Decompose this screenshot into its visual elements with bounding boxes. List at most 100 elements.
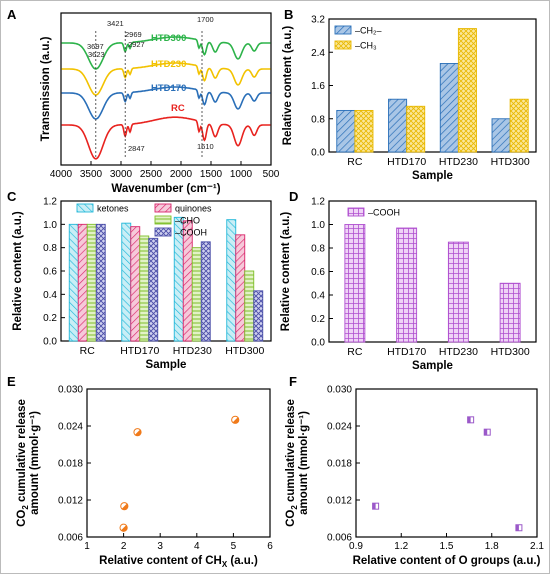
panel-e-point-fill	[134, 429, 142, 436]
panel-b-ytick-label: 1.6	[311, 81, 325, 92]
panel-c-legend-swatch	[154, 227, 172, 237]
panel-b-xtick-label: HTD170	[387, 156, 426, 168]
panel-b-xtick-label: HTD230	[439, 156, 478, 168]
panel-d-ytick-label: 0.0	[311, 338, 325, 349]
panel-b-bar	[336, 109, 356, 153]
panel-a-peak-annotation: 3421	[107, 19, 124, 28]
panel-a-series-htd230	[61, 62, 271, 96]
panel-d-ytick-label: 0.2	[311, 314, 325, 325]
panel-f-xtick-label: 1.8	[485, 541, 499, 552]
panel-c-ytick-label: 0.4	[43, 290, 57, 301]
panel-f-xtick-label: 2.1	[530, 541, 544, 552]
panel-c-legend-swatch	[154, 215, 172, 225]
panel-e-ylabel-line2: amount (mmol·g⁻¹)	[29, 411, 41, 515]
panel-c-bar	[121, 222, 132, 342]
panel-c-legend-label: –CHO	[175, 216, 200, 226]
panel-a-xlabel: Wavenumber (cm⁻¹)	[111, 183, 220, 195]
panel-b-legend-label: –CH₂–	[355, 26, 382, 36]
panel-a-ylabel: Transmission (a.u.)	[40, 36, 52, 141]
panel-label-F: F	[289, 374, 297, 389]
panel-b-bar	[491, 118, 511, 153]
panel-a-peak-annotation: 3697	[87, 42, 104, 51]
panel-e-point-fill	[121, 525, 128, 532]
panel-c-xtick-label: HTD230	[173, 345, 212, 357]
panel-b-xtick-label: RC	[347, 156, 363, 168]
panel-f-point-fill	[467, 416, 471, 423]
panel-c-bar	[244, 270, 255, 342]
panel-b-xtick-label: HTD300	[491, 156, 530, 168]
panel-c-bar	[253, 290, 264, 342]
panel-c-ytick-label: 0.8	[43, 243, 57, 254]
panel-c-xtick-label: RC	[80, 345, 96, 357]
panel-a-peak-annotation: 1610	[197, 142, 214, 151]
panel-a-series-label-htd170: HTD170	[151, 83, 186, 94]
panel-e-ytick-label: 0.018	[58, 459, 83, 470]
panel-b-ytick-label: 0.0	[311, 148, 325, 159]
panel-d-ytick-label: 0.4	[311, 291, 325, 302]
panel-e-point-fill	[121, 503, 128, 510]
panel-d-ytick-label: 0.8	[311, 244, 325, 255]
panel-a-xtick-label: 1500	[200, 169, 223, 180]
panel-b-legend-swatch	[334, 40, 352, 50]
panel-d-ytick-label: 0.6	[311, 267, 325, 278]
panel-a-peak-annotation: 3623	[88, 50, 105, 59]
panel-c-legend-label: –COOH	[175, 228, 207, 238]
panel-d-ytick-label: 1.2	[311, 197, 325, 208]
panel-a-xtick-label: 500	[263, 169, 280, 180]
panel-b-ytick-label: 0.8	[311, 114, 325, 125]
panel-b-legend-label: –CH₃	[355, 41, 377, 51]
panel-e-ytick-label: 0.024	[58, 422, 83, 433]
panel-f-xtick-label: 1.2	[394, 541, 408, 552]
panel-label-D: D	[289, 189, 298, 204]
panel-a-peak-annotation: 2847	[128, 144, 145, 153]
panel-d-xtick-label: HTD230	[439, 346, 478, 358]
panel-e-xtick-label: 3	[157, 541, 163, 552]
panel-f-ytick-label: 0.018	[327, 459, 352, 470]
panel-f-ytick-label: 0.012	[327, 496, 352, 507]
panel-b-ylabel: Relative content (a.u.)	[282, 26, 294, 146]
panel-a-xtick-label: 2500	[140, 169, 163, 180]
panel-a-xtick-label: 1000	[230, 169, 253, 180]
panel-d-ylabel: Relative content (a.u.)	[280, 212, 292, 332]
panel-label-E: E	[7, 374, 16, 389]
panel-e-ytick-label: 0.006	[58, 533, 83, 544]
panel-d-legend-label: –COOH	[368, 208, 400, 218]
panel-a-xtick-label: 4000	[50, 169, 73, 180]
panel-f-plot-frame	[355, 388, 538, 538]
panel-c-ytick-label: 1.0	[43, 220, 57, 231]
panel-f-point-fill	[515, 524, 519, 531]
panel-a-xtick-label: 3000	[110, 169, 133, 180]
panel-a-series-rc	[61, 116, 271, 160]
panel-d-bar	[499, 282, 521, 343]
panel-c-ytick-label: 0.6	[43, 267, 57, 278]
panel-label-A: A	[7, 7, 17, 22]
panel-b-bar	[509, 98, 529, 153]
panel-d-ytick-label: 1.0	[311, 220, 325, 231]
panel-e-xtick-label: 5	[231, 541, 237, 552]
panel-e-xtick-label: 4	[194, 541, 200, 552]
panel-e-ylabel-line1: CO2 cumulative release	[16, 399, 30, 527]
panel-c-bar	[148, 237, 159, 342]
panel-c-xlabel: Sample	[146, 359, 187, 371]
panel-c-bar	[235, 234, 246, 342]
panel-d-xtick-label: HTD300	[491, 346, 530, 358]
panel-c-bar	[200, 241, 211, 342]
panel-a-xtick-label: 3500	[80, 169, 103, 180]
panel-e-xtick-label: 6	[267, 541, 273, 552]
panel-a-series-label-htd230: HTD230	[151, 59, 186, 70]
panel-e-plot-frame	[86, 388, 271, 538]
panel-a-peak-annotation: 1700	[197, 15, 214, 24]
panel-d-bar	[396, 227, 418, 343]
panel-c-legend-swatch	[154, 203, 172, 213]
panel-b-bar	[406, 105, 426, 153]
panel-c-legend-label: quinones	[175, 204, 212, 214]
panel-c-bar	[139, 235, 150, 342]
panel-f-ylabel-line2: amount (mmol·g⁻¹)	[298, 411, 310, 515]
panel-c-ytick-label: 0.2	[43, 313, 57, 324]
panel-c-bar	[68, 223, 79, 342]
panel-d-legend-swatch	[347, 207, 365, 217]
panel-f-xlabel: Relative content of O groups (a.u.)	[353, 555, 541, 567]
panel-b-bar	[439, 63, 459, 153]
